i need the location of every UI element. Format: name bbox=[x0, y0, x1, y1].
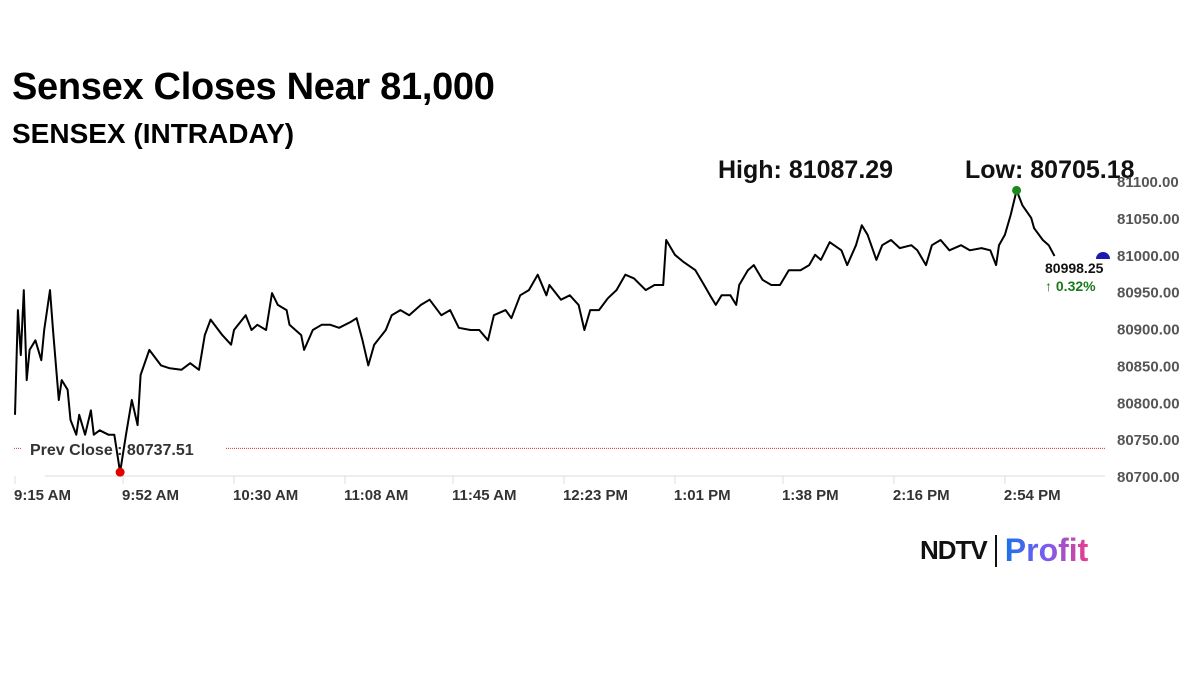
x-tick-label: 9:52 AM bbox=[122, 487, 179, 504]
x-tick-label: 11:08 AM bbox=[344, 487, 408, 504]
logo-separator bbox=[994, 534, 997, 567]
x-axis: 9:15 AM 9:52 AM 10:30 AM 11:08 AM 11:45 AM 12… bbox=[14, 475, 1105, 504]
y-axis: 81100.00 81050.00 81000.00 80950.00 80900.00… bbox=[1117, 174, 1180, 486]
y-tick-label: 80700.00 bbox=[1117, 469, 1180, 486]
x-tick-label: 1:01 PM bbox=[674, 487, 731, 504]
low-label: Low: 80705.18 bbox=[965, 156, 1135, 184]
sensex-line bbox=[14, 189, 1056, 474]
current-value-marker bbox=[1096, 252, 1110, 259]
change-percent: ↑ 0.32% bbox=[1045, 278, 1096, 294]
headline: Sensex Closes Near 81,000 bbox=[12, 66, 495, 108]
x-tick-label: 12:23 PM bbox=[563, 487, 628, 504]
x-tick-label: 2:16 PM bbox=[893, 487, 950, 504]
x-tick-label: 2:54 PM bbox=[1004, 487, 1061, 504]
logo-profit: Profit bbox=[1004, 532, 1089, 568]
logo-ndtv: NDTV bbox=[920, 535, 988, 565]
y-tick-label: 81050.00 bbox=[1117, 211, 1180, 228]
last-value: 80998.25 bbox=[1045, 260, 1104, 276]
low-marker bbox=[115, 467, 125, 477]
high-marker bbox=[1012, 185, 1022, 195]
y-tick-label: 80950.00 bbox=[1117, 285, 1180, 302]
y-tick-label: 80800.00 bbox=[1117, 395, 1180, 412]
y-tick-label: 81000.00 bbox=[1117, 248, 1180, 265]
high-label: High: 81087.29 bbox=[718, 156, 894, 184]
y-tick-label: 80850.00 bbox=[1117, 358, 1180, 375]
ndtv-profit-logo: NDTV Profit bbox=[920, 532, 1088, 569]
x-tick-label: 10:30 AM bbox=[233, 487, 298, 504]
x-tick-label: 1:38 PM bbox=[782, 487, 839, 504]
x-tick-label: 9:15 AM bbox=[14, 487, 71, 504]
y-tick-label: 81100.00 bbox=[1117, 174, 1179, 191]
y-tick-label: 80900.00 bbox=[1117, 322, 1180, 339]
y-tick-label: 80750.00 bbox=[1117, 432, 1180, 449]
x-tick-label: 11:45 AM bbox=[452, 487, 516, 504]
chart-subtitle: SENSEX (INTRADAY) bbox=[12, 118, 295, 149]
prev-close-label: Prev Close : 80737.51 bbox=[30, 442, 194, 459]
